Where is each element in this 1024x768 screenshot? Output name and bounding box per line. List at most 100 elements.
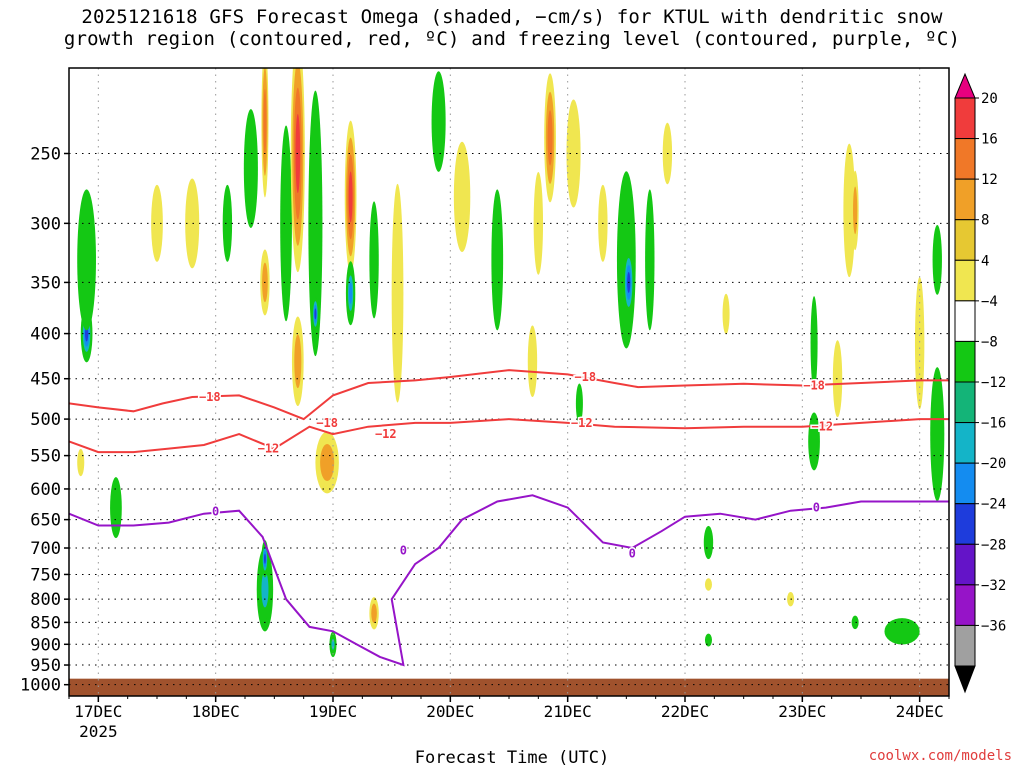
colorbar-label-10: −24 <box>981 497 1006 513</box>
omega-cell-44-0 <box>832 340 843 418</box>
omega-cell-17-1 <box>320 443 335 482</box>
omega-cell-37-0 <box>703 525 714 560</box>
omega-cell-42-0 <box>810 296 818 391</box>
y-tick-label-1000: 1000 <box>20 676 61 696</box>
y-tick-label-500: 500 <box>30 410 61 430</box>
omega-cell-1-0 <box>77 189 96 331</box>
chart-title: 2025121618 GFS Forecast Omega (shaded, −… <box>0 6 1024 50</box>
omega-cell-15-0 <box>308 90 323 357</box>
omega-cell-35-0 <box>645 189 655 331</box>
colorbar-label-2: 12 <box>981 172 998 188</box>
omega-cell-20-3 <box>349 282 353 304</box>
omega-cell-3-0 <box>110 477 122 539</box>
chart-title-line2: growth region (contoured, red, ºC) and f… <box>63 28 961 50</box>
x-tick-label-23DEC: 23DEC <box>778 702 826 721</box>
x-tick-label-18DEC: 18DEC <box>192 702 240 721</box>
time-axis: 17DEC 18DEC 19DEC 20DEC 21DEC 22DEC 23DEC 24DEC… <box>68 696 950 741</box>
omega-cell-26-0 <box>491 189 504 331</box>
omega-cell-29-2 <box>547 110 553 166</box>
omega-colorbar: 20 16 12 8 4 −4 −8 −12 −16 −20 −24 −28 −32 −36 <box>954 72 1006 694</box>
y-tick-label-600: 600 <box>30 480 61 500</box>
y-tick-label-300: 300 <box>30 214 61 234</box>
omega-cell-12-0 <box>280 125 292 322</box>
colorbar-bin-10 <box>954 462 976 505</box>
colorbar-label-13: −36 <box>981 618 1006 634</box>
colorbar-label-8: −16 <box>981 416 1006 432</box>
contour-dgz-minus12 <box>69 418 949 454</box>
omega-cell-2-0 <box>77 448 85 477</box>
colorbar-label-0: 20 <box>981 91 998 107</box>
omega-cell-25-0 <box>453 141 471 253</box>
contour-label-minus12-0: −12 <box>258 442 280 456</box>
contour-label-minus12-1: −12 <box>375 427 397 441</box>
x-tick-label-17DEC: 17DEC <box>74 702 122 721</box>
y-tick-label-550: 550 <box>30 447 61 467</box>
y-tick-label-900: 900 <box>30 635 61 655</box>
colorbar-label-11: −28 <box>981 537 1006 553</box>
contour-label-minus18-3: −18 <box>803 378 825 392</box>
omega-cell-22-1 <box>371 603 377 623</box>
omega-cell-45-0 <box>843 143 856 278</box>
omega-cell-19-3 <box>348 171 353 223</box>
colorbar-bin-14 <box>954 624 976 667</box>
x-tick-label-21DEC: 21DEC <box>544 702 592 721</box>
omega-cell-40-0 <box>722 293 730 335</box>
contour-label-freezing-1: 0 <box>400 544 407 558</box>
omega-cell-24-0 <box>431 71 446 172</box>
contour-dgz-minus18 <box>69 369 949 421</box>
omega-cell-27-0 <box>527 325 538 398</box>
omega-cell-16-4 <box>314 308 317 320</box>
contour-label-freezing-0: 0 <box>212 504 219 518</box>
contour-lines: −18 −18 −18 −18 −12 −12 −12 −12 0 0 0 0 <box>69 369 949 667</box>
colorbar-label-9: −20 <box>981 456 1006 472</box>
omega-cell-6-0 <box>222 184 233 262</box>
x-tick-label-22DEC: 22DEC <box>661 702 709 721</box>
colorbar-label-6: −8 <box>981 334 998 350</box>
contour-label-minus18-1: −18 <box>316 416 338 430</box>
contour-label-minus12-3: −12 <box>811 420 833 434</box>
credit-link[interactable]: coolwx.com/models <box>868 748 1012 764</box>
omega-cell-48-0 <box>884 618 920 645</box>
omega-cell-8-2 <box>261 571 269 608</box>
y-tick-label-850: 850 <box>30 613 61 633</box>
omega-cell-23-0 <box>391 183 404 403</box>
colorbar-bin-1 <box>954 97 976 140</box>
contour-label-minus18-2: −18 <box>574 370 596 384</box>
colorbar-bin-7 <box>954 340 976 383</box>
y-tick-label-700: 700 <box>30 539 61 559</box>
colorbar-bin-3 <box>954 178 976 221</box>
chart-title-line1: 2025121618 GFS Forecast Omega (shaded, −… <box>81 6 943 28</box>
omega-cell-7-1 <box>246 132 256 205</box>
y-tick-label-350: 350 <box>30 273 61 293</box>
x-tick-label-20DEC: 20DEC <box>426 702 474 721</box>
colorbar-bottom-arrow <box>954 665 976 694</box>
contour-label-minus18-0: −18 <box>199 390 221 404</box>
omega-cell-21-0 <box>369 201 379 319</box>
contour-label-minus12-2: −12 <box>571 416 593 430</box>
omega-cell-46-1 <box>853 186 858 235</box>
colorbar-bin-11 <box>954 503 976 545</box>
colorbar-bin-12 <box>954 543 976 586</box>
colorbar-top-arrow <box>954 72 976 99</box>
grid-lines <box>69 68 949 696</box>
colorbar-label-1: 16 <box>981 132 998 148</box>
omega-cell-4-0 <box>151 184 163 262</box>
omega-cell-18-2 <box>331 638 335 650</box>
omega-cell-50-0 <box>930 367 945 502</box>
omega-cell-49-0 <box>914 276 925 410</box>
colorbar-bin-5 <box>954 259 976 302</box>
x-axis-label: Forecast Time (UTC) <box>414 748 610 768</box>
omega-cell-38-0 <box>704 633 712 647</box>
colorbar-bin-9 <box>954 422 976 464</box>
y-tick-label-950: 950 <box>30 656 61 676</box>
colorbar-bin-4 <box>954 219 976 261</box>
omega-cell-43-1 <box>810 424 818 459</box>
omega-cell-9-4 <box>263 553 266 564</box>
contour-label-freezing-3: 0 <box>813 501 820 515</box>
ground-surface <box>69 678 949 696</box>
omega-cell-30-0 <box>566 99 581 208</box>
colorbar-label-4: 4 <box>981 253 989 269</box>
colorbar-bin-6 <box>954 300 976 342</box>
colorbar-label-5: −4 <box>981 294 998 310</box>
